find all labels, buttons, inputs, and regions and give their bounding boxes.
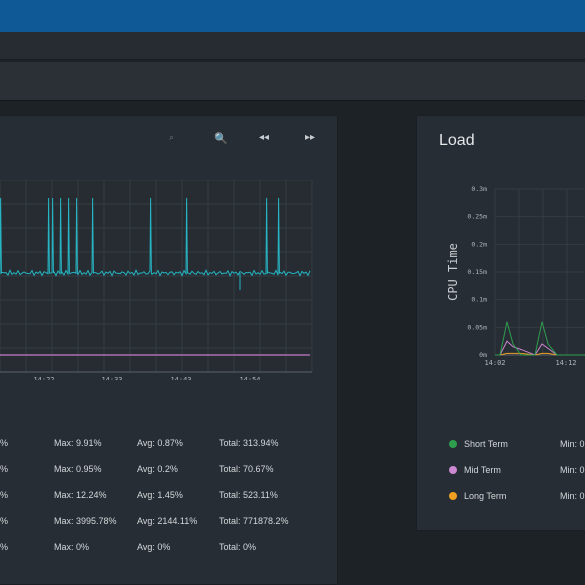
load-panel-title: Load: [439, 132, 475, 149]
x-tick-label: 14:22: [33, 376, 54, 380]
y-tick-label: 0.05m: [467, 323, 487, 331]
load-series-line: [495, 352, 585, 356]
stat-avg: Avg: 1.45%: [137, 490, 183, 500]
x-tick-label: 14:54: [239, 376, 260, 380]
load-series-line: [495, 321, 585, 356]
stat-min: %: [0, 490, 9, 500]
y-tick-label: 0.1m: [471, 296, 487, 304]
stat-total: Total: 0%: [219, 542, 257, 552]
stat-total: Total: 771878.2%: [219, 516, 289, 526]
y-axis-label: CPU Time: [446, 243, 460, 301]
stat-min: %: [0, 464, 9, 474]
legend-color-dot: [449, 466, 457, 474]
stat-avg: Avg: 2144.11%: [137, 516, 198, 526]
filter-toolbar: [0, 62, 585, 101]
load-panel: Load: [416, 115, 585, 531]
legend-min-value: Min: 0: [560, 465, 585, 475]
y-tick-label: 0.15m: [467, 268, 487, 276]
pan-back-icon[interactable]: ◂◂: [259, 132, 270, 143]
legend-min-value: Min: 0: [560, 439, 585, 449]
y-tick-label: 0m: [479, 351, 487, 359]
x-tick-label: 14:02: [484, 359, 505, 367]
stat-max: Max: 0%: [54, 542, 90, 552]
cpu-usage-chart[interactable]: 14:22 14:33 14:43 14:54: [0, 180, 320, 380]
stat-min: %: [0, 438, 9, 448]
x-tick-label: 14:43: [170, 376, 191, 380]
legend-color-dot: [449, 492, 457, 500]
x-tick-label: 14:33: [101, 376, 122, 380]
stat-total: Total: 70.67%: [219, 464, 274, 474]
zoom-icon[interactable]: 🔍: [214, 133, 228, 145]
stat-total: Total: 523.11%: [219, 490, 278, 500]
stat-max: Max: 3995.78%: [54, 516, 117, 526]
load-series-line: [495, 340, 585, 356]
x-tick-label: 14:12: [555, 359, 576, 367]
stat-min: %: [0, 516, 9, 526]
y-tick-label: 0.2m: [471, 240, 487, 248]
legend-color-dot: [449, 440, 457, 448]
stat-min: %: [0, 542, 9, 552]
cpu-series-line: [0, 197, 311, 277]
stat-total: Total: 313.94%: [219, 438, 279, 448]
legend-label[interactable]: Long Term: [464, 491, 507, 501]
stat-avg: Avg: 0.87%: [137, 438, 183, 448]
stat-max: Max: 12.24%: [54, 490, 107, 500]
y-tick-label: 0.25m: [467, 213, 487, 221]
pan-forward-icon[interactable]: ▸▸: [305, 132, 316, 143]
load-chart[interactable]: 0.3m 0.25m 0.2m 0.15m 0.1m 0.05m 0m CPU Time 14:…: [440, 180, 585, 390]
stat-max: Max: 9.91%: [54, 438, 102, 448]
stat-avg: Avg: 0%: [137, 542, 171, 552]
stat-max: Max: 0.95%: [54, 464, 102, 474]
y-tick-label: 0.3m: [471, 185, 487, 193]
reset-zoom-icon[interactable]: ⌕: [169, 132, 175, 142]
legend-label[interactable]: Mid Term: [464, 465, 501, 475]
legend-min-value: Min: 0: [560, 491, 585, 501]
legend-label[interactable]: Short Term: [464, 439, 508, 449]
stat-avg: Avg: 0.2%: [137, 464, 178, 474]
secondary-bar: [0, 32, 585, 60]
top-navigation-bar: [0, 0, 585, 32]
